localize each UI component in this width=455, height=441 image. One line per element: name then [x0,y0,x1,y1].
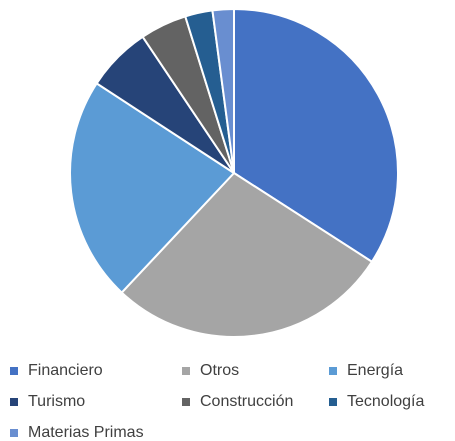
legend-swatch [10,367,18,375]
legend-label: Construcción [200,393,293,410]
pie-slice [69,82,236,294]
legend-swatch [182,367,190,375]
legend-swatch [329,367,337,375]
legend-swatch [10,429,18,437]
legend-label: Otros [200,362,239,379]
legend-label: Tecnología [347,393,424,410]
pie-slice [120,171,374,338]
legend-label: Financiero [28,362,103,379]
legend-label: Turismo [28,393,85,410]
pie-slice [211,7,235,174]
legend-label: Energía [347,362,403,379]
legend-swatch [182,398,190,406]
legend-label: Materias Primas [28,424,144,441]
legend-swatch [10,398,18,406]
legend-swatch [329,398,337,406]
